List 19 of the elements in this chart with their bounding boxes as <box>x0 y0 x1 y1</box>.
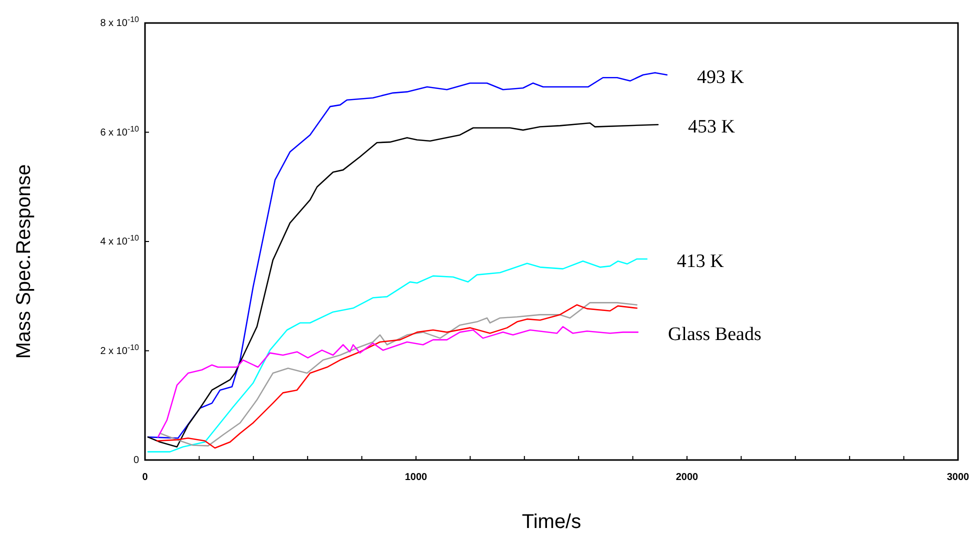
y-axis-title: Mass Spec.Response <box>13 164 35 359</box>
series-label: 493 K <box>696 66 744 88</box>
x-tick-label: 1000 <box>404 472 428 483</box>
x-axis-title: Time/s <box>522 511 582 533</box>
line-series <box>157 326 639 438</box>
series-label: 453 K <box>688 116 736 138</box>
x-tick-label: 3000 <box>946 472 970 483</box>
series-label: Glass Beads <box>668 324 762 346</box>
line-series <box>147 72 668 439</box>
y-tick-label: 2 x 10$^{-10}$ <box>100 342 140 357</box>
line-series <box>147 258 648 452</box>
y-tick-label: 6 x 10$^{-10}$ <box>100 124 140 138</box>
line-series <box>147 122 659 448</box>
x-tick-label: 0 <box>142 472 148 483</box>
series-label: 413 K <box>676 250 724 272</box>
y-tick-label: 8 x 10$^{-10}$ <box>100 14 140 29</box>
y-tick-label: 4 x 10$^{-10}$ <box>100 233 140 248</box>
x-tick-label: 2000 <box>676 472 699 483</box>
y-tick-label: 0 <box>133 455 140 466</box>
